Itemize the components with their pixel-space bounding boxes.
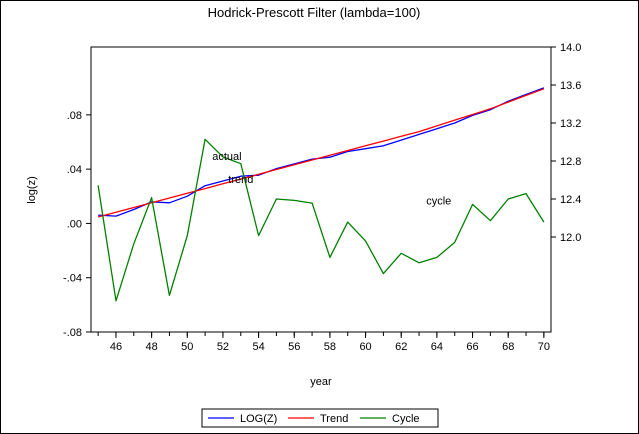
y-left-tick-label: -.08 [63,327,82,339]
x-tick-label: 54 [252,341,264,353]
plot-area [90,46,552,333]
x-tick-label: 52 [217,341,229,353]
annotation-layer: actual trend cycle [212,151,451,207]
y-right-tick-label: 12.0 [560,232,581,244]
axes: 46 48 50 52 54 56 58 60 62 64 66 68 70 -.08 -.04 .00 .04… [63,42,581,353]
y-left-tick-label: .00 [67,218,82,230]
y-right-tick-label: 13.2 [560,118,581,130]
series-layer [97,87,545,302]
x-tick-label: 46 [110,341,122,353]
y-left-tick-label: .04 [67,164,82,176]
y-right-tick-label: 13.6 [560,80,581,92]
chart-title: Hodrick-Prescott Filter (lambda=100) [208,5,421,20]
series-line-cycle [97,138,545,302]
y-right-tick-label: 14.0 [560,42,581,54]
x-tick-label: 56 [288,341,300,353]
series-line-trend [97,88,545,218]
x-tick-label: 62 [395,341,407,353]
y-left-tick-label: .08 [67,110,82,122]
annotation-cycle: cycle [426,195,451,207]
x-tick-label: 64 [431,341,443,353]
x-tick-label: 48 [145,341,157,353]
x-tick-label: 60 [359,341,371,353]
legend: LOG(Z) Trend Cycle [201,408,439,428]
x-tick-label: 58 [324,341,336,353]
y-right-tick-label: 12.4 [560,194,581,206]
y-left-tick-label: -.04 [63,273,82,285]
annotation-actual: actual [212,151,241,163]
x-tick-label: 50 [181,341,193,353]
x-axis-title: year [310,376,332,388]
y-axis-title: log(z) [26,176,38,204]
x-tick-label: 70 [538,341,550,353]
x-tick-label: 68 [502,341,514,353]
legend-label-log-z: LOG(Z) [240,413,277,425]
legend-box [201,408,439,428]
annotation-trend: trend [228,174,253,186]
legend-label-trend: Trend [320,413,348,425]
series-line-log-z [98,87,545,217]
x-tick-label: 66 [466,341,478,353]
legend-label-cycle: Cycle [392,413,420,425]
y-right-tick-label: 12.8 [560,156,581,168]
